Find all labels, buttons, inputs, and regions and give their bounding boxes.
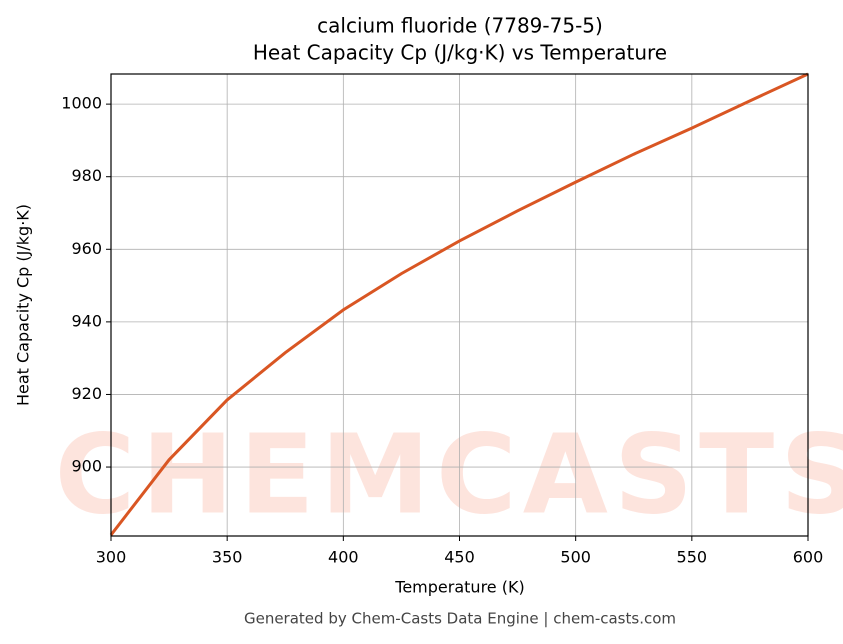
plot-frame	[110, 73, 809, 537]
x-tick-label: 300	[96, 548, 127, 567]
y-tick-label: 920	[71, 384, 102, 403]
watermark: CHEMCASTS	[55, 410, 843, 538]
y-tick-label: 960	[71, 239, 102, 258]
y-tick-label: 940	[71, 311, 102, 330]
x-tick-label: 550	[677, 548, 708, 567]
x-axis-label: Temperature (K)	[394, 578, 524, 597]
data-line	[109, 72, 809, 536]
x-tick-label: 500	[560, 548, 591, 567]
x-tick-label: 450	[444, 548, 475, 567]
chart-title: calcium fluoride (7789-75-5)	[317, 14, 603, 38]
y-tick-label: 980	[71, 166, 102, 185]
x-tick-label: 600	[793, 548, 824, 567]
footer: Generated by Chem-Casts Data Engine | ch…	[244, 610, 676, 628]
x-tick-label: 350	[212, 548, 243, 567]
y-tick-label: 900	[71, 457, 102, 476]
y-axis-label: Heat Capacity Cp (J/kg·K)	[14, 204, 33, 406]
y-tick-label: 1000	[61, 94, 102, 113]
x-tick-label: 400	[328, 548, 359, 567]
chart-subtitle: Heat Capacity Cp (J/kg·K) vs Temperature	[253, 41, 667, 65]
